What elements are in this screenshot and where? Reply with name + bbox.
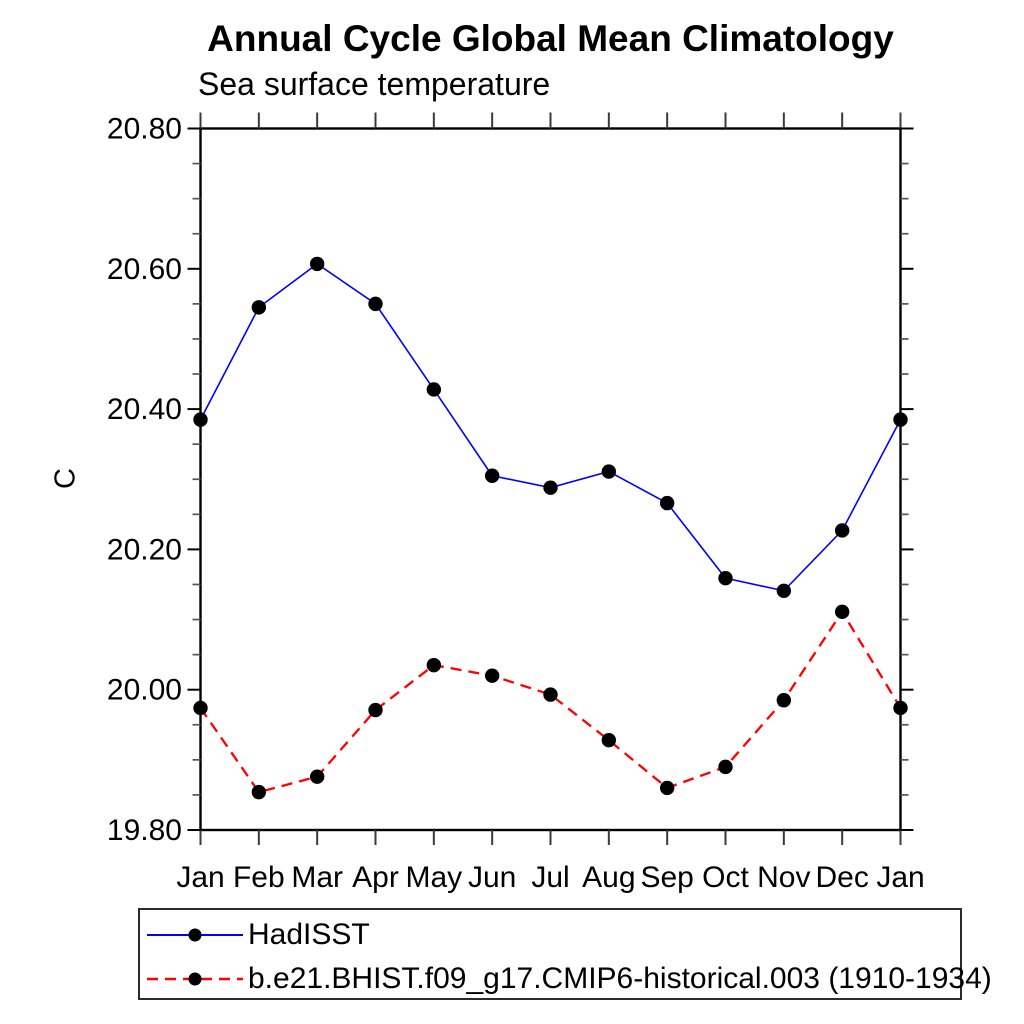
legend-item-model: b.e21.BHIST.f09_g17.CMIP6-historical.003…	[144, 962, 992, 996]
x-tick-label: Oct	[702, 861, 749, 894]
chart-title: Annual Cycle Global Mean Climatology	[207, 18, 894, 59]
legend-item-hadisst: HadISST	[144, 918, 370, 952]
series-0-marker	[309, 256, 325, 272]
series-1-marker	[659, 780, 675, 796]
series-line-0	[199, 262, 902, 592]
series-0-marker	[601, 464, 617, 479]
series-0-marker	[193, 412, 208, 427]
series-0-marker	[893, 412, 908, 427]
x-tick-label: Apr	[352, 861, 399, 894]
x-tick-label: May	[405, 861, 462, 894]
x-tick-label: Sep	[640, 861, 693, 894]
series-0-marker	[776, 583, 792, 598]
series-1-marker	[484, 668, 500, 683]
legend-box: HadISST b.e21.BHIST.f09_g17.CMIP6-histor…	[138, 908, 992, 1000]
y-tick-label: 20.80	[107, 113, 182, 146]
series-1-marker	[193, 700, 208, 716]
x-tick-label: Jun	[468, 861, 516, 894]
x-tick-label: Aug	[582, 861, 635, 894]
series-0-marker	[834, 523, 850, 538]
series-line-1	[199, 609, 902, 794]
x-tick-label: Jul	[531, 861, 569, 894]
series-1-marker	[309, 769, 325, 784]
y-tick-label: 20.20	[107, 533, 182, 566]
series-0-marker	[659, 495, 675, 511]
series-1-marker	[543, 687, 558, 702]
plot-frame	[199, 127, 902, 832]
series-1-marker	[718, 759, 733, 775]
series-1-marker	[368, 702, 383, 718]
legend-line-dashed-icon	[147, 972, 243, 986]
x-tick-label: Dec	[815, 861, 868, 894]
x-tick-label: Feb	[233, 861, 285, 894]
legend-line-solid-icon	[147, 928, 243, 942]
series-1-marker	[251, 784, 267, 800]
legend-label-model: b.e21.BHIST.f09_g17.CMIP6-historical.003…	[248, 962, 992, 995]
chart-subtitle: Sea surface temperature	[198, 66, 551, 102]
y-tick-label: 20.00	[107, 674, 182, 707]
series-0-marker	[368, 296, 383, 312]
x-tick-label: Jan	[176, 861, 224, 894]
series-1-marker	[776, 693, 792, 708]
series-0-marker	[718, 570, 733, 586]
x-tick-label: Jan	[876, 861, 924, 894]
series-0-marker	[426, 382, 442, 397]
y-tick-label: 19.80	[107, 814, 182, 847]
y-tick-label: 20.60	[107, 253, 182, 286]
x-tick-label: Nov	[757, 861, 810, 894]
series-1-marker	[601, 733, 617, 748]
series-0-marker	[543, 480, 558, 495]
y-tick-label: 20.40	[107, 393, 182, 426]
series-1-marker	[426, 657, 442, 673]
series-0-marker	[251, 300, 267, 315]
legend-label-hadisst: HadISST	[248, 918, 370, 951]
series-0-marker	[484, 468, 500, 483]
series-1-marker	[834, 604, 850, 620]
series-1-marker	[893, 700, 908, 716]
x-tick-label: Mar	[291, 861, 343, 894]
